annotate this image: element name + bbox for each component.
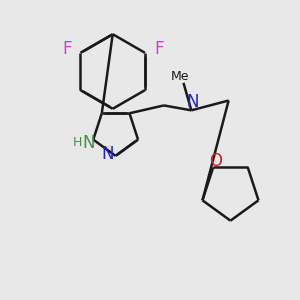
Text: Me: Me — [170, 70, 189, 83]
Text: H: H — [73, 136, 82, 149]
Text: F: F — [62, 40, 71, 58]
Text: N: N — [101, 145, 114, 163]
Text: N: N — [186, 94, 199, 112]
Text: N: N — [82, 134, 94, 152]
Text: F: F — [154, 40, 164, 58]
Text: O: O — [208, 152, 222, 169]
